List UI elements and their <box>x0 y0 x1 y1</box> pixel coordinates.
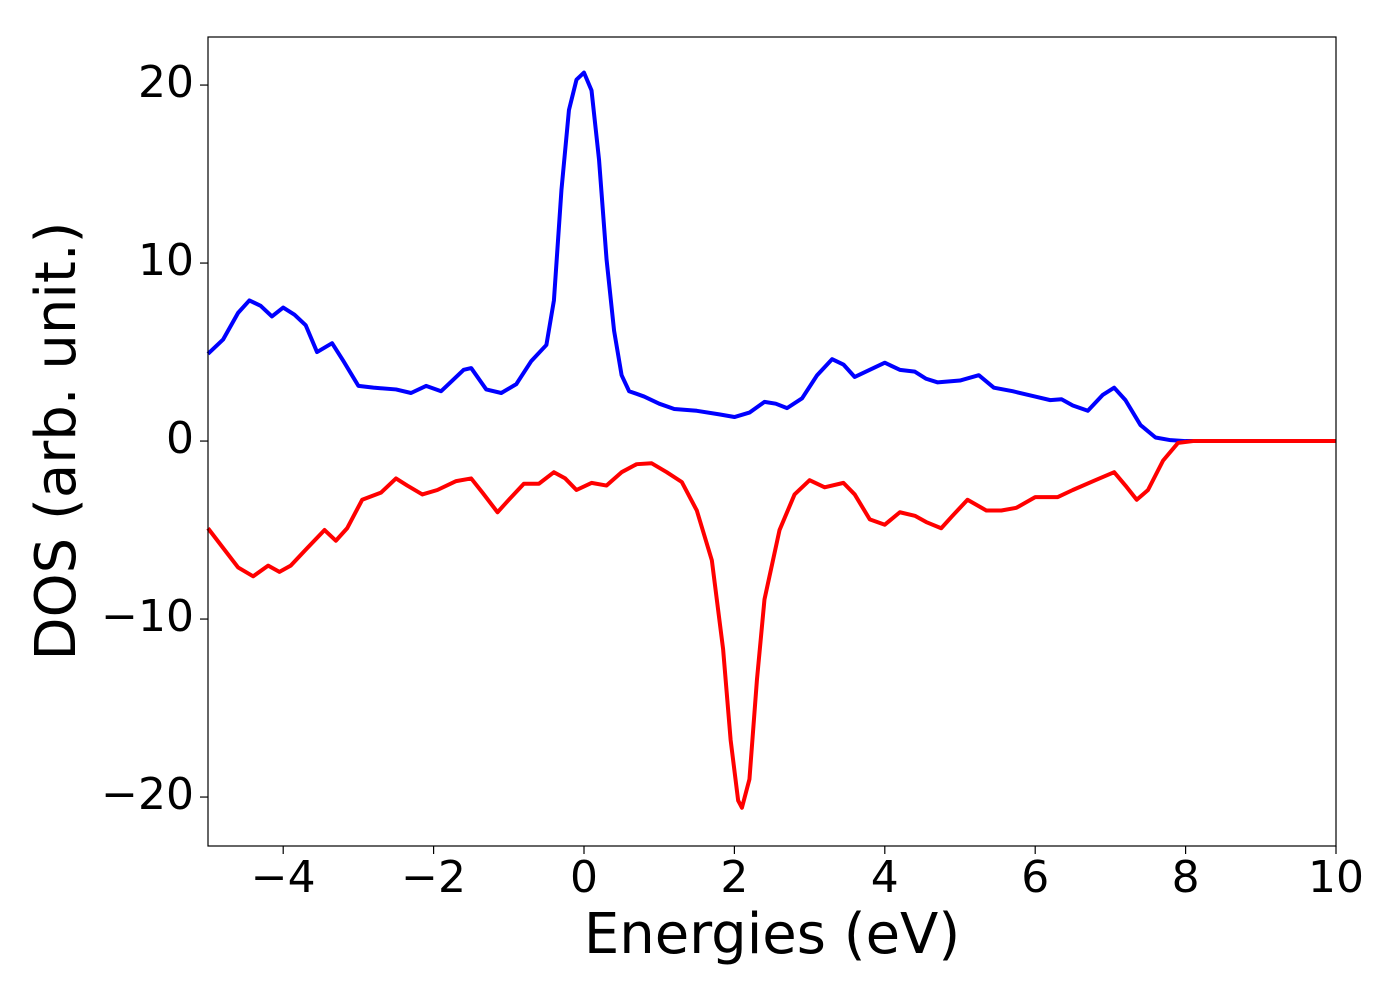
x-tick-label: 10 <box>1308 852 1364 903</box>
x-tick-label: 4 <box>871 852 899 903</box>
line-series <box>206 439 1336 810</box>
y-tick-label: −20 <box>101 769 194 820</box>
y-axis-label: DOS (arb. unit.) <box>24 221 89 660</box>
x-tick-label: 6 <box>1021 852 1049 903</box>
x-tick-label: 0 <box>570 852 598 903</box>
x-axis-label: Energies (eV) <box>584 902 960 967</box>
y-tick-label: 10 <box>138 235 194 286</box>
y-tick-label: −10 <box>101 591 194 642</box>
line-series <box>206 70 1336 444</box>
y-tick-label: 20 <box>138 57 194 108</box>
x-tick-label: 8 <box>1172 852 1200 903</box>
x-tick-label: −2 <box>401 852 466 903</box>
y-tick-label: 0 <box>166 413 194 464</box>
x-tick-label: 2 <box>720 852 748 903</box>
x-tick-label: −4 <box>251 852 316 903</box>
